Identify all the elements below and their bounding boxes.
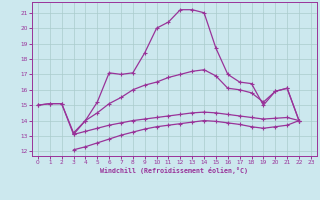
X-axis label: Windchill (Refroidissement éolien,°C): Windchill (Refroidissement éolien,°C): [100, 167, 248, 174]
